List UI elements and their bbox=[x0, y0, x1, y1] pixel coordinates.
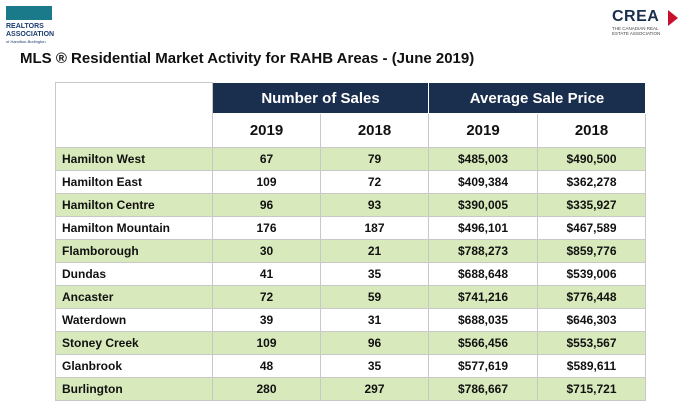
logo-mark bbox=[6, 6, 52, 20]
cell: $485,003 bbox=[428, 147, 538, 171]
cell: $490,500 bbox=[537, 147, 646, 171]
cell: $409,384 bbox=[428, 170, 538, 194]
area-name: Stoney Creek bbox=[55, 331, 213, 355]
table-row: Glanbrook 48 35 $577,619 $589,611 bbox=[55, 354, 646, 378]
area-name: Waterdown bbox=[55, 308, 213, 332]
cell: 67 bbox=[212, 147, 321, 171]
logo-text: ESTATE ASSOCIATION bbox=[612, 31, 661, 36]
cell: $539,006 bbox=[537, 262, 646, 286]
year-header: 2018 bbox=[537, 113, 646, 148]
table-row: Stoney Creek 109 96 $566,456 $553,567 bbox=[55, 331, 646, 355]
cell: 35 bbox=[320, 354, 429, 378]
cell: 72 bbox=[212, 285, 321, 309]
table-row: Ancaster 72 59 $741,216 $776,448 bbox=[55, 285, 646, 309]
table-row: Flamborough 30 21 $788,273 $859,776 bbox=[55, 239, 646, 263]
table-row: Burlington 280 297 $786,667 $715,721 bbox=[55, 377, 646, 401]
cell: $362,278 bbox=[537, 170, 646, 194]
realtors-logo: REALTORS ASSOCIATION of Hamilton-Burling… bbox=[6, 6, 66, 46]
title: MLS ® Residential Market Activity for RA… bbox=[20, 50, 475, 67]
area-name: Dundas bbox=[55, 262, 213, 286]
cell: $589,611 bbox=[537, 354, 646, 378]
cell: $741,216 bbox=[428, 285, 538, 309]
cell: 79 bbox=[320, 147, 429, 171]
cell: $788,273 bbox=[428, 239, 538, 263]
area-name: Glanbrook bbox=[55, 354, 213, 378]
logo-text: REALTORS bbox=[6, 23, 44, 30]
table-row: Hamilton East 109 72 $409,384 $362,278 bbox=[55, 170, 646, 194]
area-name: Hamilton Mountain bbox=[55, 216, 213, 240]
group-header: Average Sale Price bbox=[428, 82, 646, 114]
area-name: Flamborough bbox=[55, 239, 213, 263]
cell: $553,567 bbox=[537, 331, 646, 355]
cell: 48 bbox=[212, 354, 321, 378]
market-table: Number of Sales Average Sale Price 2019 … bbox=[55, 82, 646, 401]
crea-logo: CREA THE CANADIAN REAL ESTATE ASSOCIATIO… bbox=[612, 8, 698, 44]
area-name: Hamilton Centre bbox=[55, 193, 213, 217]
logo-text: of Hamilton-Burlington bbox=[6, 39, 46, 44]
cell: 109 bbox=[212, 170, 321, 194]
cell: $786,667 bbox=[428, 377, 538, 401]
cell: 39 bbox=[212, 308, 321, 332]
cell: 109 bbox=[212, 331, 321, 355]
cell: 31 bbox=[320, 308, 429, 332]
corner-cell bbox=[55, 82, 213, 148]
cell: $715,721 bbox=[537, 377, 646, 401]
table-body: Hamilton West 67 79 $485,003 $490,500 Hamilto… bbox=[55, 147, 646, 401]
cell: $496,101 bbox=[428, 216, 538, 240]
cell: 176 bbox=[212, 216, 321, 240]
year-header: 2018 bbox=[320, 113, 429, 148]
cell: $646,303 bbox=[537, 308, 646, 332]
area-name: Hamilton East bbox=[55, 170, 213, 194]
cell: 41 bbox=[212, 262, 321, 286]
logo-name: CREA bbox=[612, 8, 660, 25]
cell: 30 bbox=[212, 239, 321, 263]
table-row: Dundas 41 35 $688,648 $539,006 bbox=[55, 262, 646, 286]
table-row: Hamilton Centre 96 93 $390,005 $335,927 bbox=[55, 193, 646, 217]
area-name: Hamilton West bbox=[55, 147, 213, 171]
cell: 187 bbox=[320, 216, 429, 240]
cell: $688,035 bbox=[428, 308, 538, 332]
cell: 35 bbox=[320, 262, 429, 286]
cell: $390,005 bbox=[428, 193, 538, 217]
year-header: 2019 bbox=[428, 113, 538, 148]
cell: $566,456 bbox=[428, 331, 538, 355]
group-header: Number of Sales bbox=[212, 82, 429, 114]
cell: 59 bbox=[320, 285, 429, 309]
cell: 96 bbox=[320, 331, 429, 355]
cell: $335,927 bbox=[537, 193, 646, 217]
year-header: 2019 bbox=[212, 113, 321, 148]
area-name: Ancaster bbox=[55, 285, 213, 309]
cell: $776,448 bbox=[537, 285, 646, 309]
cell: 21 bbox=[320, 239, 429, 263]
cell: 93 bbox=[320, 193, 429, 217]
logo-text: THE CANADIAN REAL bbox=[612, 26, 659, 31]
cell: $577,619 bbox=[428, 354, 538, 378]
cell: 280 bbox=[212, 377, 321, 401]
table-row: Hamilton Mountain 176 187 $496,101 $467,589 bbox=[55, 216, 646, 240]
logo-mark bbox=[668, 10, 678, 26]
logo-text: ASSOCIATION bbox=[6, 31, 55, 38]
area-name: Burlington bbox=[55, 377, 213, 401]
cell: 72 bbox=[320, 170, 429, 194]
table-row: Hamilton West 67 79 $485,003 $490,500 bbox=[55, 147, 646, 171]
cell: 297 bbox=[320, 377, 429, 401]
cell: $859,776 bbox=[537, 239, 646, 263]
cell: $688,648 bbox=[428, 262, 538, 286]
cell: 96 bbox=[212, 193, 321, 217]
table-row: Waterdown 39 31 $688,035 $646,303 bbox=[55, 308, 646, 332]
cell: $467,589 bbox=[537, 216, 646, 240]
